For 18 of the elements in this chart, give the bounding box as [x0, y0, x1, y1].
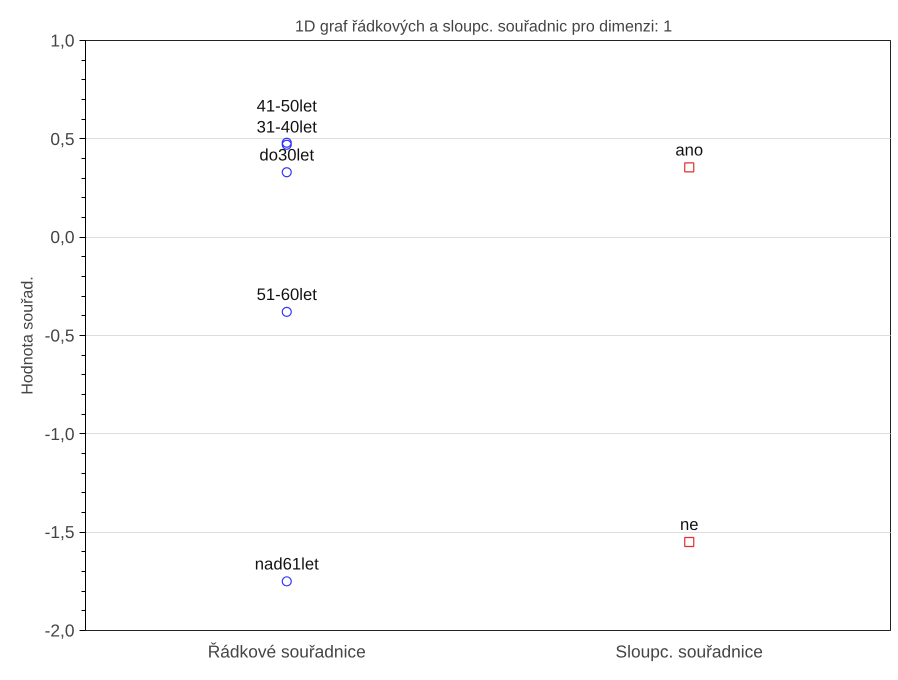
y-axis-title: Hodnota souřad. [20, 276, 37, 395]
y-tick-label: -0,5 [44, 326, 74, 346]
data-label: ne [680, 515, 699, 534]
data-label: 41-50let [256, 96, 318, 116]
y-tick-label: 0,5 [50, 128, 75, 149]
y-tick-label: -2,0 [44, 620, 74, 640]
data-label: do30let [259, 145, 314, 164]
data-label: 31-40let [256, 118, 318, 137]
data-label: 51-60let [256, 284, 318, 304]
x-tick-label: Sloupc. souřadnice [616, 642, 763, 662]
y-tick-label: -1,5 [44, 522, 74, 542]
chart-title: 1D graf řádkových a sloupc. souřadnic pro dimenzi: 1 [295, 18, 672, 36]
x-tick-label: Řádkové souřadnice [208, 642, 366, 662]
y-tick-label: 1,0 [50, 30, 75, 50]
y-tick-label: -1,0 [44, 424, 74, 444]
data-label: ano [675, 140, 704, 160]
y-tick-label: 0,0 [50, 227, 75, 248]
data-label: nad61let [254, 554, 320, 574]
